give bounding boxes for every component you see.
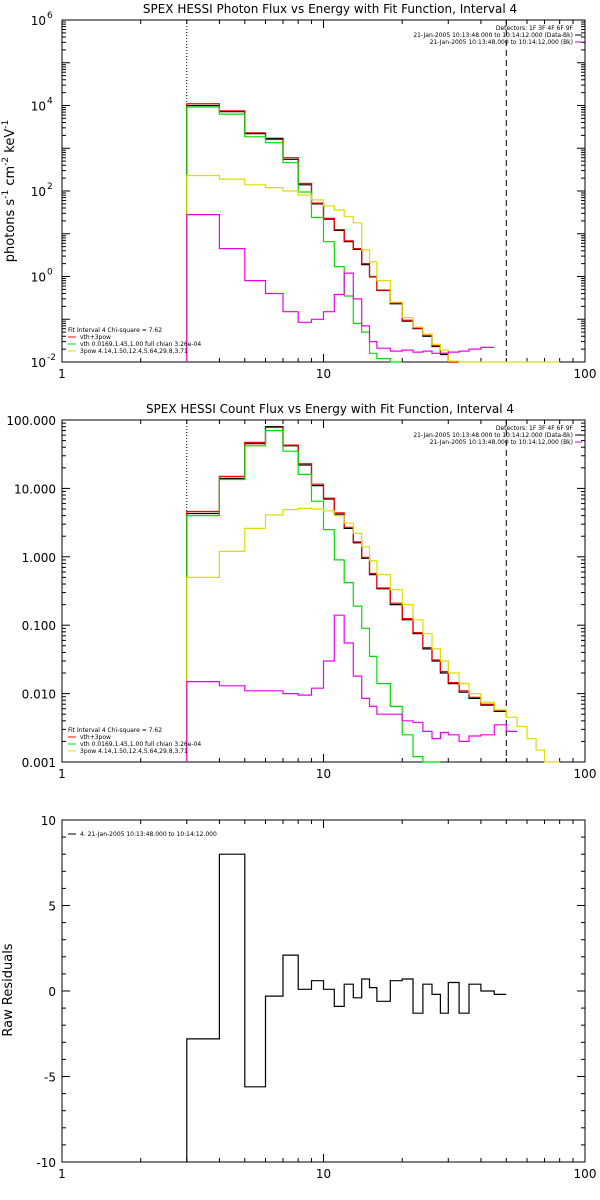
residuals-series-4-21-jan-2005-10-13-48-000-to-10-14-12-000: [186, 853, 507, 1162]
count-chart-title: SPEX HESSI Count Flux vs Energy with Fit…: [146, 402, 514, 416]
residuals-y-tick-label: 10: [41, 814, 56, 828]
count-header-text: 21-Jan-2005 10:13:48.000 to 10:14:12.000…: [430, 439, 573, 446]
photon-legend-text: vth+3pow: [80, 334, 111, 341]
photon-y-tick-label: 10: [31, 356, 46, 370]
photon-y-tick-exponent: 2: [47, 182, 53, 192]
count-y-tick-label: 0.010: [22, 688, 56, 702]
residuals-x-tick-label: 10: [316, 1167, 331, 1181]
photon-legend-text: 3pow 4.14,1.50,12.4,5.64,29.8,3.71: [80, 348, 188, 355]
photon-y-tick-label: 10: [31, 271, 46, 285]
count-x-tick-label: 1: [58, 767, 66, 781]
photon-x-tick-label: 1: [58, 367, 66, 381]
count-series-vth-3pow: [186, 426, 507, 762]
residuals-y-tick-label: -10: [36, 1156, 56, 1170]
photon-legend-text: Fit Interval 4 Chi-square = 7.62: [68, 327, 162, 334]
photon-flux-panel: SPEX HESSI Photon Flux vs Energy with Fi…: [1, 2, 596, 381]
count-series-background: [186, 614, 518, 762]
residuals-y-tick-label: -5: [44, 1071, 56, 1085]
count-y-tick-label: 1.000: [22, 551, 56, 565]
residuals-y-tick-label: 0: [48, 985, 56, 999]
photon-header-text: 21-Jan-2005 10:13:48.000 to 10:14:12.000…: [430, 39, 573, 46]
count-y-tick-label: 10.000: [14, 482, 56, 496]
count-x-tick-label: 100: [574, 767, 597, 781]
count-series-vth: [186, 430, 441, 763]
count-legend-text: vth+3pow: [80, 734, 111, 741]
photon-header-text: 21-Jan-2005 10:13:48.000 to 10:14:12.000…: [413, 32, 573, 39]
photon-legend-text: vth 0.0169,1.45,1.00 full chian 3.26e-04: [80, 341, 201, 348]
residuals-x-tick-label: 1: [58, 1167, 66, 1181]
count-legend-text: 3pow 4.14,1.50,12.4,5.64,29.8,3.71: [80, 748, 188, 755]
count-legend-text: vth 0.0169,1.45,1.00 full chian 3.26e-04: [80, 741, 201, 748]
residuals-legend-text: 4. 21-Jan-2005 10:13:48.000 to 10:14:12.…: [80, 831, 217, 838]
photon-y-tick-exponent: 4: [47, 97, 53, 107]
count-y-tick-label: 0.001: [22, 756, 56, 770]
residuals-plot-frame: [61, 819, 586, 1163]
photon-y-tick-label: 10: [31, 185, 46, 199]
photon-header-text: Detectors: 1F 3F 4F 6F 9F: [496, 25, 574, 32]
photon-series-3pow: [186, 174, 560, 363]
photon-chart-title: SPEX HESSI Photon Flux vs Energy with Fi…: [143, 2, 517, 16]
photon-y-tick-label: 10: [31, 100, 46, 114]
count-flux-panel: SPEX HESSI Count Flux vs Energy with Fit…: [6, 402, 596, 781]
count-header-text: Detectors: 1F 3F 4F 6F 9F: [496, 425, 574, 432]
residuals-y-tick-label: 5: [48, 900, 56, 914]
photon-y-axis-label: photons s-1 cm-2 keV-1: [1, 120, 18, 262]
residuals-y-axis-label: Raw Residuals: [1, 943, 16, 1036]
count-series-3pow: [186, 507, 560, 763]
photon-y-tick-exponent: 0: [47, 268, 53, 278]
count-header-text: 21-Jan-2005 10:13:48.000 to 10:14:12.000…: [413, 432, 573, 439]
count-y-tick-label: 0.100: [22, 619, 56, 633]
count-x-tick-label: 10: [316, 767, 331, 781]
photon-x-tick-label: 10: [316, 367, 331, 381]
photon-series-background: [186, 214, 495, 362]
photon-x-tick-label: 100: [574, 367, 597, 381]
photon-y-tick-exponent: 6: [47, 11, 53, 21]
residuals-x-tick-label: 100: [574, 1167, 597, 1181]
photon-series-vth: [186, 106, 403, 363]
count-legend-text: Fit Interval 4 Chi-square = 7.62: [68, 727, 162, 734]
residuals-panel: Raw Residuals 1 10 100 -10 -5 0 5 10 4. 21-Jan-2…: [1, 814, 596, 1181]
count-y-tick-label: 100.000: [6, 414, 56, 428]
photon-y-tick-exponent: -2: [47, 353, 56, 363]
photon-y-tick-label: 10: [31, 14, 46, 28]
